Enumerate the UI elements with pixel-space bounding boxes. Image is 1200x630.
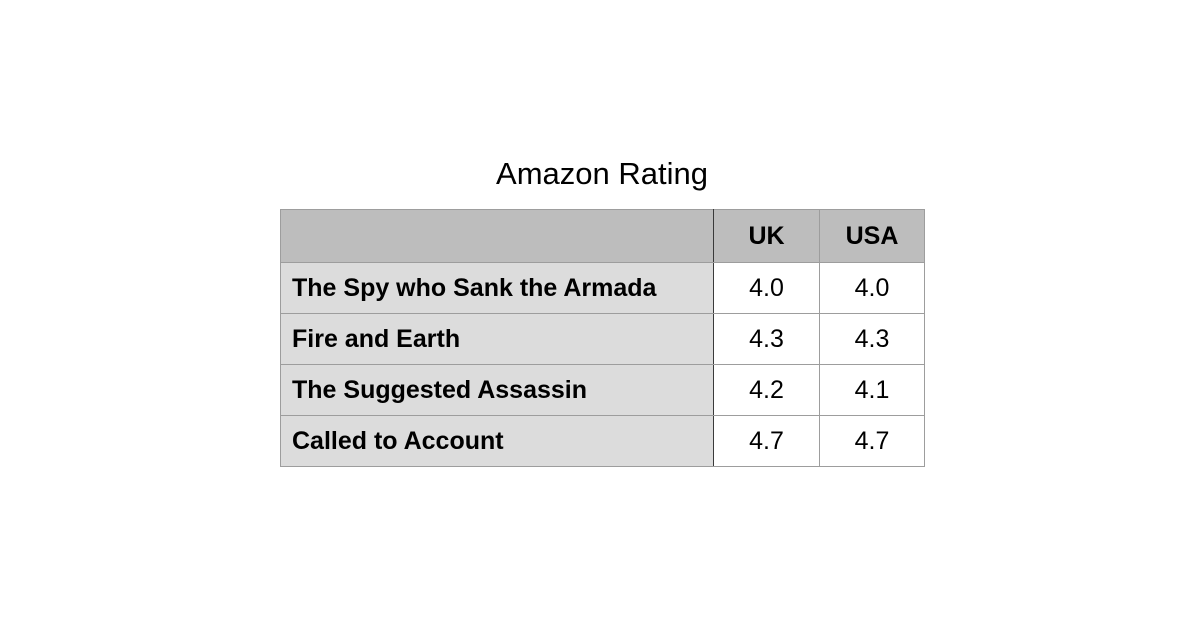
column-header-usa: USA	[819, 209, 925, 263]
table-row: Fire and Earth 4.3 4.3	[280, 313, 925, 365]
table-row: The Suggested Assassin 4.2 4.1	[280, 364, 925, 416]
table-row: The Spy who Sank the Armada 4.0 4.0	[280, 262, 925, 314]
cell-uk: 4.7	[713, 415, 820, 467]
cell-uk: 4.2	[713, 364, 820, 416]
header-row: UK USA	[280, 209, 925, 263]
cell-uk: 4.0	[713, 262, 820, 314]
row-label: Called to Account	[280, 415, 714, 467]
ratings-table: UK USA The Spy who Sank the Armada 4.0 4…	[280, 209, 925, 467]
row-label: Fire and Earth	[280, 313, 714, 365]
cell-usa: 4.1	[819, 364, 925, 416]
cell-usa: 4.7	[819, 415, 925, 467]
cell-usa: 4.3	[819, 313, 925, 365]
chart-title: Amazon Rating	[496, 156, 708, 191]
row-label: The Suggested Assassin	[280, 364, 714, 416]
cell-usa: 4.0	[819, 262, 925, 314]
column-header-book	[280, 209, 714, 263]
cell-uk: 4.3	[713, 313, 820, 365]
row-label: The Spy who Sank the Armada	[280, 262, 714, 314]
table-row: Called to Account 4.7 4.7	[280, 415, 925, 467]
column-header-uk: UK	[713, 209, 820, 263]
